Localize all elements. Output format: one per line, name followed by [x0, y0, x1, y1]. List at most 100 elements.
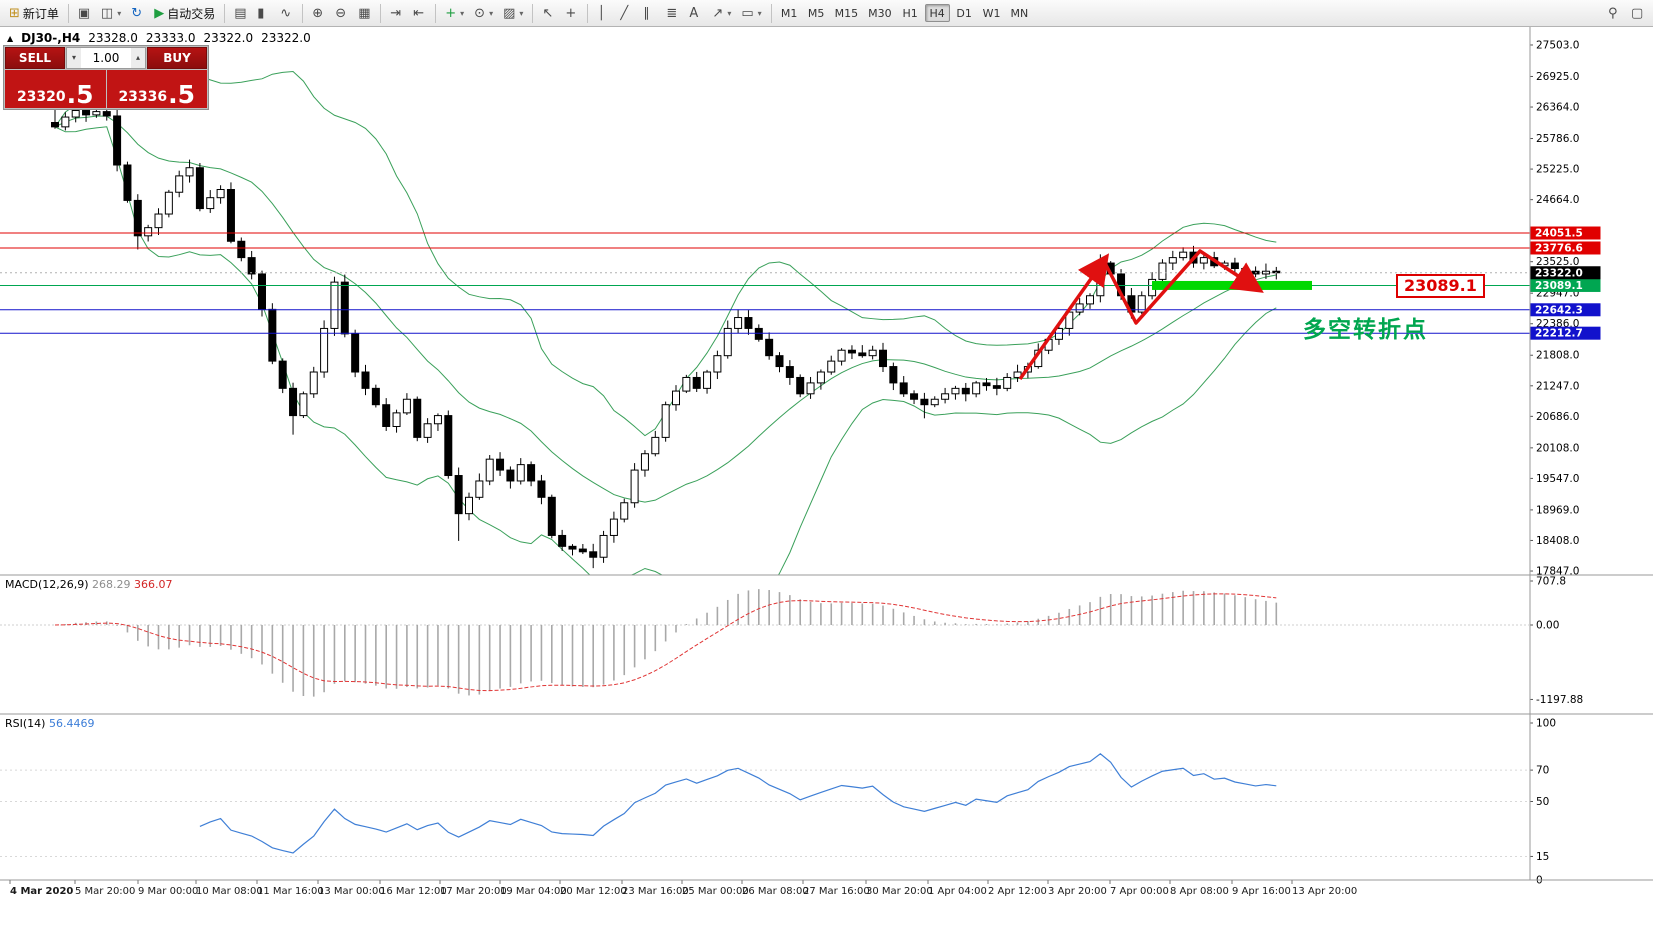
svg-text:23322.0: 23322.0 [1535, 267, 1583, 279]
auto-scroll-button[interactable]: ⇥ [386, 3, 407, 24]
shapes-tool-icon: ▭ [741, 5, 754, 21]
periods-dropdown-icon: ▾ [489, 8, 494, 18]
rsi-value: 56.4469 [48, 717, 95, 730]
buy-price[interactable]: 23336 .5 [106, 70, 207, 109]
timeframe-m1-button[interactable]: M1 [777, 4, 802, 22]
new-chart-button[interactable]: ▣ [74, 3, 95, 24]
tile-windows-button[interactable]: ▦ [354, 3, 375, 24]
volume-stepper: ▾ 1.00 ▴ [66, 47, 146, 69]
price-callout[interactable]: 23089.1 [1396, 274, 1485, 298]
periods-button[interactable]: ⊙ ▾ [470, 3, 497, 24]
shapes-tool-button[interactable]: ▭ ▾ [737, 3, 765, 24]
indicators-dropdown-icon: ▾ [460, 8, 465, 18]
macd-main-value: 268.29 [92, 578, 131, 591]
indicators-button[interactable]: + ▾ [441, 3, 468, 24]
zoom-in-icon: ⊕ [312, 5, 324, 21]
search-button[interactable]: ⚲ [1604, 3, 1625, 24]
volume-value[interactable]: 1.00 [92, 51, 120, 65]
chart-shift-button[interactable]: ⇤ [409, 3, 430, 24]
autotrading-button[interactable]: ▶ 自动交易 [150, 3, 219, 24]
svg-text:23089.1: 23089.1 [1535, 280, 1583, 292]
fibonacci-button[interactable]: ≣ [662, 3, 683, 24]
trend-arrows-layer[interactable] [1018, 249, 1264, 381]
indicators-icon: + [445, 5, 457, 21]
timeframe-d1-button[interactable]: D1 [952, 4, 977, 22]
svg-text:8 Apr 08:00: 8 Apr 08:00 [1170, 886, 1229, 897]
rsi-line [199, 752, 1277, 854]
timeframe-w1-button[interactable]: W1 [979, 4, 1005, 22]
support-highlight-bar[interactable] [1152, 280, 1312, 290]
svg-text:25 Mar 00:00: 25 Mar 00:00 [682, 886, 749, 897]
profiles-dropdown-icon: ▾ [117, 8, 122, 18]
svg-text:4 Mar 2020: 4 Mar 2020 [10, 886, 73, 897]
text-label-icon: A [689, 5, 699, 21]
svg-text:11 Mar 16:00: 11 Mar 16:00 [257, 886, 324, 897]
new-order-button[interactable]: ⊞ 新订单 [5, 3, 63, 24]
vertical-line-button[interactable]: │ [593, 3, 614, 24]
candlestick-mode-button[interactable]: ▮ [253, 3, 274, 24]
svg-text:-1197.88: -1197.88 [1536, 694, 1583, 706]
volume-increase-button[interactable]: ▴ [131, 48, 145, 68]
profiles-button[interactable]: ◫ ▾ [97, 3, 125, 24]
templates-icon: ▨ [503, 5, 516, 21]
fullscreen-button[interactable]: ▢ [1627, 3, 1648, 24]
search-icon: ⚲ [1608, 5, 1618, 21]
svg-text:0.00: 0.00 [1536, 620, 1559, 632]
new-order-icon: ⊞ [9, 5, 20, 21]
crosshair-button[interactable]: + [561, 3, 582, 24]
line-chart-mode-button[interactable]: ∿ [276, 3, 297, 24]
templates-button[interactable]: ▨ ▾ [499, 3, 527, 24]
svg-text:70: 70 [1536, 765, 1549, 777]
one-click-trading-panel: SELL ▾ 1.00 ▴ BUY 23320 .5 23336 .5 [3, 45, 209, 110]
svg-text:5 Mar 20:00: 5 Mar 20:00 [75, 886, 135, 897]
svg-text:100: 100 [1536, 718, 1556, 730]
svg-text:17 Mar 20:00: 17 Mar 20:00 [440, 886, 507, 897]
turning-point-annotation[interactable]: 多空转折点 [1303, 317, 1428, 343]
svg-text:27 Mar 16:00: 27 Mar 16:00 [803, 886, 870, 897]
volume-decrease-button[interactable]: ▾ [67, 48, 81, 68]
sell-price[interactable]: 23320 .5 [5, 70, 106, 108]
timeframe-m15-button[interactable]: M15 [831, 4, 863, 22]
refresh-button[interactable]: ↻ [127, 3, 148, 24]
arrows-tool-button[interactable]: ↗ ▾ [708, 3, 735, 24]
cursor-icon: ↖ [542, 5, 554, 21]
svg-text:22642.3: 22642.3 [1535, 304, 1583, 316]
timeframe-h4-button[interactable]: H4 [924, 4, 950, 22]
chart-canvas[interactable]: 27503.0 26925.0 26364.0 25786.0 25225.0 24664… [0, 27, 1653, 949]
svg-text:18408.0: 18408.0 [1536, 535, 1579, 547]
text-label-button[interactable]: A [685, 3, 706, 24]
fibonacci-icon: ≣ [666, 5, 678, 21]
buy-price-frac: .5 [168, 80, 196, 109]
timeframe-m5-button[interactable]: M5 [804, 4, 829, 22]
svg-text:23525.0: 23525.0 [1536, 256, 1579, 268]
channel-button[interactable]: ∥ [639, 3, 660, 24]
svg-text:9 Apr 16:00: 9 Apr 16:00 [1232, 886, 1291, 897]
svg-text:10 Mar 08:00: 10 Mar 08:00 [196, 886, 263, 897]
svg-text:22212.7: 22212.7 [1535, 328, 1583, 340]
candlestick-mode-icon: ▮ [257, 5, 265, 21]
svg-text:13 Mar 00:00: 13 Mar 00:00 [318, 886, 385, 897]
svg-text:19547.0: 19547.0 [1536, 473, 1579, 485]
sell-price-main: 23320 [16, 89, 66, 105]
toolbar-separator [302, 3, 304, 23]
level-lines-layer [0, 232, 1530, 334]
bollinger-middle [54, 115, 1277, 503]
zoom-in-button[interactable]: ⊕ [308, 3, 329, 24]
toolbar-separator [67, 3, 69, 23]
timeframe-h1-button[interactable]: H1 [898, 4, 923, 22]
svg-text:20 Mar 12:00: 20 Mar 12:00 [560, 886, 627, 897]
svg-text:26925.0: 26925.0 [1536, 71, 1579, 83]
timeframe-m30-button[interactable]: M30 [864, 4, 896, 22]
macd-signal-value: 366.07 [134, 578, 173, 591]
sell-button[interactable]: SELL [5, 47, 65, 69]
macd-panel [0, 589, 1530, 697]
trendline-button[interactable]: ╱ [616, 3, 637, 24]
zoom-out-button[interactable]: ⊖ [331, 3, 352, 24]
zoom-out-icon: ⊖ [335, 5, 347, 21]
bar-chart-mode-button[interactable]: ▤ [230, 3, 251, 24]
buy-button[interactable]: BUY [147, 47, 207, 69]
svg-text:20108.0: 20108.0 [1536, 442, 1579, 454]
timeframe-mn-button[interactable]: MN [1007, 4, 1033, 22]
cursor-button[interactable]: ↖ [538, 3, 559, 24]
svg-text:26 Mar 08:00: 26 Mar 08:00 [742, 886, 809, 897]
